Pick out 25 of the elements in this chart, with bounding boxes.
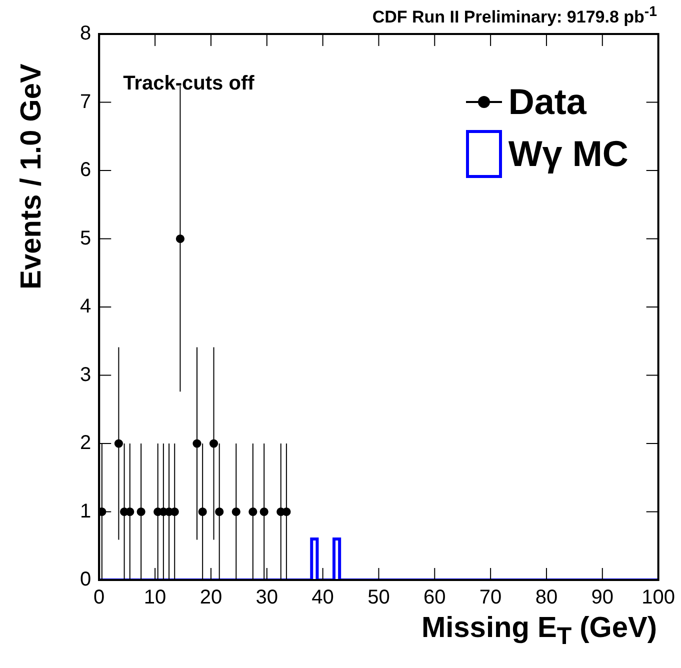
x-tick-label: 20 — [200, 586, 222, 609]
y-tick-label: 6 — [80, 159, 92, 182]
chart-title: CDF Run II Preliminary: 9179.8 pb$^{-1}$ — [372, 4, 657, 28]
y-tick-label: 8 — [80, 22, 92, 45]
y-tick-label: 4 — [80, 296, 92, 318]
x-tick-label: 40 — [312, 586, 334, 609]
y-tick-label: 0 — [80, 568, 92, 591]
y-tick-label: 2 — [80, 432, 92, 454]
x-tick-label: 50 — [368, 586, 390, 609]
legend-label: Data — [508, 81, 586, 123]
x-tick-label: 30 — [256, 586, 278, 609]
x-axis-title: Missing E$_{T}$ (GeV) — [421, 612, 657, 651]
y-tick-label: 1 — [80, 500, 92, 522]
y-tick-label: 7 — [80, 90, 92, 113]
x-tick-label: 100 — [642, 586, 676, 609]
y-tick-label: 5 — [80, 227, 92, 250]
annotation: Track-cuts off — [123, 72, 255, 95]
x-tick-label: 10 — [144, 586, 166, 609]
x-tick-label: 80 — [535, 586, 558, 609]
legend-label: Wγ MC — [508, 133, 628, 175]
x-tick-label: 60 — [424, 586, 446, 609]
y-tick-label: 3 — [80, 364, 92, 386]
x-tick-label: 70 — [479, 586, 502, 609]
y-axis-title: Events / 1.0 GeV — [16, 62, 48, 292]
x-tick-label: 90 — [591, 586, 614, 609]
